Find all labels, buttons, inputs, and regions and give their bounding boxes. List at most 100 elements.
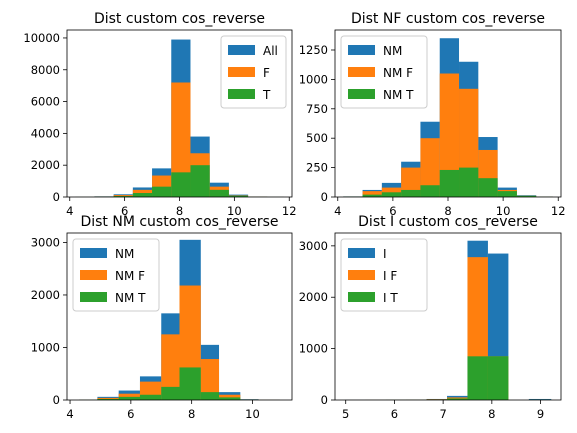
legend: All FT bbox=[220, 35, 287, 109]
histogram-bar bbox=[447, 398, 468, 400]
y-tick-label: 1000 bbox=[299, 72, 328, 86]
x-tick-label: 12 bbox=[551, 204, 566, 218]
subplot-top-left: Dist custom cos_reverse 4 6 8 10 12 0 2000 4000… bbox=[23, 11, 296, 218]
legend-swatch bbox=[348, 292, 375, 302]
legend-label: I F bbox=[383, 269, 397, 283]
histogram-bar bbox=[190, 165, 210, 197]
histogram-bar bbox=[161, 334, 180, 400]
legend-swatch bbox=[80, 292, 107, 302]
legend: NM NM F NM T bbox=[340, 35, 428, 109]
x-tick-label: 9 bbox=[537, 407, 544, 421]
subplot-bottom-right: Dist I custom cos_reverse 5 6 7 8 9 0 1000 2000… bbox=[299, 214, 562, 421]
histogram-bar bbox=[439, 169, 460, 197]
legend-label: NM bbox=[383, 44, 402, 58]
legend-label: All bbox=[263, 44, 278, 58]
x-tick-label: 12 bbox=[282, 204, 297, 218]
legend-swatch bbox=[228, 89, 255, 99]
bars bbox=[79, 239, 280, 400]
legend-label: T bbox=[262, 88, 271, 102]
legend-swatch bbox=[80, 248, 107, 258]
x-tick-label: 8 bbox=[188, 407, 195, 421]
histogram-bar bbox=[439, 73, 460, 197]
y-tick-label: 1250 bbox=[299, 43, 328, 57]
histogram-bar bbox=[97, 398, 119, 400]
histogram-bar bbox=[171, 172, 191, 197]
y-tick-label: 6000 bbox=[31, 95, 60, 109]
histogram-bar bbox=[401, 189, 421, 197]
histogram-bar bbox=[139, 394, 162, 400]
legend-swatch bbox=[348, 89, 375, 99]
legend-swatch bbox=[348, 270, 375, 280]
histogram-bar bbox=[118, 396, 140, 400]
y-tick-label: 0 bbox=[53, 190, 60, 204]
histogram-bar bbox=[459, 167, 479, 197]
legend-label: NM bbox=[115, 247, 134, 261]
y-tick-label: 3000 bbox=[299, 239, 328, 253]
histogram-bar bbox=[219, 397, 241, 400]
y-tick-label: 3000 bbox=[31, 235, 60, 249]
bars bbox=[344, 240, 552, 400]
y-tick-label: 250 bbox=[306, 161, 328, 175]
y-tick-label: 2000 bbox=[299, 290, 328, 304]
histogram-bar bbox=[228, 195, 249, 197]
legend: I I F I T bbox=[340, 238, 428, 312]
y-tick-label: 2000 bbox=[31, 158, 60, 172]
subplot-title: Dist NM custom cos_reverse bbox=[80, 214, 278, 230]
y-tick-label: 2000 bbox=[31, 288, 60, 302]
histogram-bar bbox=[179, 367, 201, 400]
histogram-bar bbox=[381, 192, 402, 197]
x-tick-label: 8 bbox=[176, 204, 183, 218]
legend-swatch bbox=[80, 270, 107, 280]
y-tick-label: 0 bbox=[321, 393, 328, 407]
y-tick-label: 1000 bbox=[299, 342, 328, 356]
legend-label: I bbox=[383, 247, 387, 261]
bars bbox=[75, 39, 284, 197]
x-tick-label: 10 bbox=[245, 407, 260, 421]
axes-frame bbox=[66, 232, 293, 401]
legend-swatch bbox=[228, 67, 255, 77]
histogram-bar bbox=[497, 191, 517, 197]
histogram-bar bbox=[467, 356, 488, 400]
x-tick-label: 4 bbox=[334, 204, 341, 218]
x-tick-label: 4 bbox=[66, 407, 73, 421]
x-tick-label: 4 bbox=[66, 204, 73, 218]
y-tick-label: 750 bbox=[306, 102, 328, 116]
histogram-bar bbox=[516, 195, 537, 197]
subplot-title: Dist I custom cos_reverse bbox=[358, 214, 538, 230]
x-tick-label: 10 bbox=[496, 204, 511, 218]
x-tick-label: 6 bbox=[127, 407, 134, 421]
subplot-title: Dist custom cos_reverse bbox=[94, 11, 265, 27]
x-tick-label: 6 bbox=[391, 407, 398, 421]
histogram-bar bbox=[161, 386, 180, 400]
histogram-bar bbox=[113, 196, 133, 197]
bars bbox=[343, 38, 553, 197]
y-tick-label: 4000 bbox=[31, 126, 60, 140]
histogram-bar bbox=[362, 194, 382, 197]
x-tick-label: 5 bbox=[342, 407, 349, 421]
y-tick-label: 8000 bbox=[31, 63, 60, 77]
legend-label: NM F bbox=[383, 66, 413, 80]
histogram-bar bbox=[200, 359, 220, 400]
legend-swatch bbox=[348, 248, 375, 258]
histogram-bar bbox=[132, 193, 153, 197]
histogram-bar bbox=[209, 189, 229, 197]
histogram-bar bbox=[487, 356, 509, 400]
subplot-bottom-left: Dist NM custom cos_reverse 4 6 8 10 0 1000 200… bbox=[31, 214, 293, 421]
histogram-bar bbox=[152, 186, 172, 197]
legend-swatch bbox=[228, 45, 255, 55]
histogram-bar bbox=[420, 185, 440, 197]
axes-frame bbox=[334, 232, 562, 401]
histogram-bar bbox=[171, 82, 191, 197]
legend-label: F bbox=[263, 66, 270, 80]
histogram-bar bbox=[401, 167, 421, 197]
y-tick-label: 1000 bbox=[31, 340, 60, 354]
x-tick-label: 8 bbox=[444, 204, 451, 218]
legend-label: NM T bbox=[383, 88, 414, 102]
legend-label: I T bbox=[383, 291, 398, 305]
subplot-top-right: Dist NF custom cos_reverse 4 6 8 10 12 0 250 50… bbox=[299, 11, 566, 218]
legend: NM NM F NM T bbox=[72, 238, 160, 312]
y-tick-label: 500 bbox=[306, 131, 328, 145]
x-tick-label: 6 bbox=[389, 204, 396, 218]
histogram-bar bbox=[478, 178, 498, 197]
